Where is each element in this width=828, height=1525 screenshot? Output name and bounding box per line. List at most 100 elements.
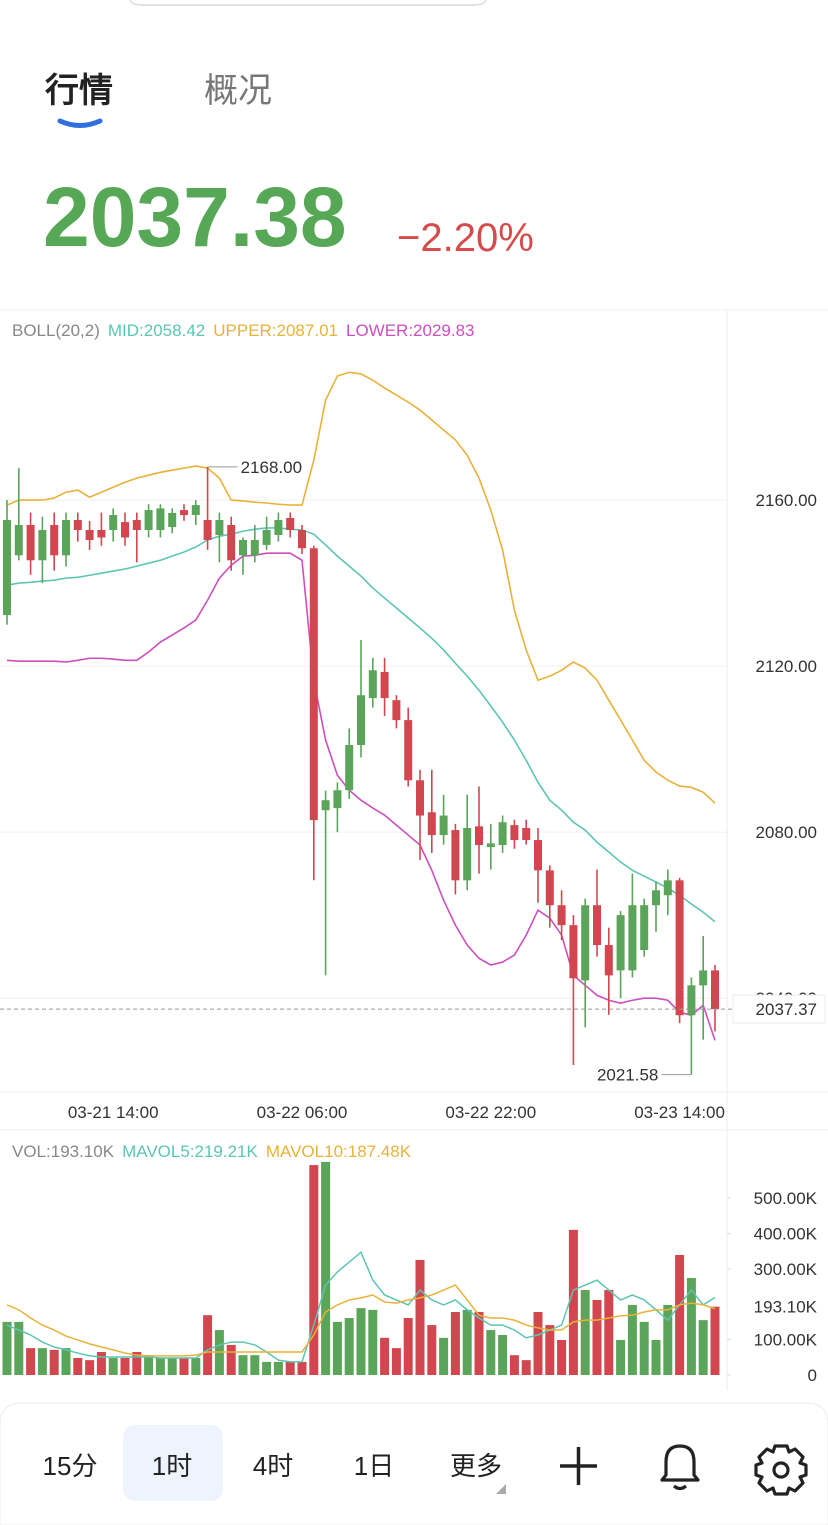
volume-bar bbox=[509, 1355, 519, 1375]
y-tick-label: 400.00K bbox=[754, 1224, 818, 1243]
legend-title: VOL:193.10K bbox=[12, 1142, 115, 1161]
volume-bar bbox=[273, 1361, 283, 1375]
candle-body bbox=[427, 812, 436, 836]
bell-icon[interactable] bbox=[672, 1484, 688, 1491]
volume-bar bbox=[415, 1259, 425, 1375]
candle-body bbox=[180, 510, 188, 516]
bell-icon[interactable] bbox=[660, 1444, 700, 1482]
candle-body bbox=[309, 548, 318, 821]
candle-body bbox=[439, 815, 448, 836]
candle-body bbox=[593, 905, 601, 946]
volume-bar bbox=[368, 1309, 378, 1375]
x-tick-label: 03-21 14:00 bbox=[68, 1103, 159, 1122]
volume-bar bbox=[285, 1361, 295, 1375]
candle-body bbox=[534, 840, 542, 871]
price-change: −2.20% bbox=[397, 216, 534, 260]
volume-bar bbox=[498, 1335, 508, 1375]
candle-body bbox=[262, 529, 271, 545]
interval[interactable]: 1日 bbox=[354, 1451, 394, 1481]
volume-bar bbox=[179, 1358, 189, 1375]
candle-body bbox=[711, 970, 719, 1010]
candle-body bbox=[121, 522, 129, 538]
candle-body bbox=[286, 517, 295, 530]
volume-bar bbox=[403, 1318, 413, 1375]
y-tick-label: 300.00K bbox=[754, 1260, 818, 1279]
last-volume-tag-bg bbox=[733, 1292, 825, 1321]
candle-body bbox=[475, 826, 483, 846]
last-volume-tag: 193.10K bbox=[754, 1298, 818, 1317]
candle-body bbox=[239, 539, 247, 556]
charts: BOLL(20,2) MID:2058.42 UPPER:2087.01 LOWER:… bbox=[0, 321, 826, 1385]
gear-icon[interactable] bbox=[754, 1444, 808, 1496]
candle-body bbox=[380, 671, 389, 699]
candle-body bbox=[215, 520, 224, 535]
volume-bar bbox=[96, 1351, 106, 1375]
volume-bar bbox=[356, 1308, 366, 1375]
price: 2037.38 bbox=[43, 170, 347, 264]
tab[interactable]: 概况 bbox=[204, 72, 272, 110]
add-button[interactable] bbox=[560, 1447, 597, 1485]
candle-body bbox=[581, 905, 590, 981]
volume-bar bbox=[439, 1337, 449, 1375]
candle-body bbox=[510, 825, 519, 841]
candle-body bbox=[321, 800, 330, 811]
legend-item: MID:2058.42 bbox=[108, 321, 205, 340]
interval[interactable]: 更多 bbox=[450, 1451, 502, 1481]
candle-body bbox=[416, 780, 424, 816]
candle-body bbox=[62, 520, 70, 556]
volume-bar bbox=[675, 1255, 685, 1375]
search-bar[interactable] bbox=[129, 0, 487, 6]
candle-body bbox=[640, 905, 649, 951]
volume-bar bbox=[309, 1165, 319, 1375]
volume-bar bbox=[533, 1311, 543, 1375]
active-interval-bg bbox=[123, 1425, 223, 1501]
volume-bar bbox=[85, 1360, 95, 1375]
volume-bar bbox=[592, 1299, 602, 1375]
annotation-label: 2168.00 bbox=[241, 458, 302, 477]
volume-bar bbox=[250, 1355, 260, 1375]
volume-bar bbox=[49, 1349, 59, 1375]
volume-bar bbox=[663, 1304, 673, 1375]
legend-item: MAVOL5:219.21K bbox=[122, 1142, 258, 1161]
volume-bar bbox=[226, 1344, 236, 1375]
candle-body bbox=[628, 905, 637, 971]
interval[interactable]: 4时 bbox=[253, 1451, 293, 1481]
y-tick-label: 0 bbox=[808, 1366, 817, 1385]
tab-indicator bbox=[57, 118, 103, 128]
volume-bar bbox=[203, 1315, 213, 1375]
candle-body bbox=[557, 905, 566, 926]
last-price-tag-bg bbox=[732, 994, 826, 1024]
indicator-line bbox=[6, 527, 716, 923]
more-indicator bbox=[496, 1484, 506, 1494]
candle-body bbox=[486, 843, 495, 848]
last-price-tag: 2037.37 bbox=[756, 1000, 817, 1019]
tab-active[interactable]: 行情 bbox=[45, 72, 113, 110]
legend-item: LOWER:2029.83 bbox=[346, 321, 475, 340]
volume-bar bbox=[486, 1330, 496, 1375]
y-tick-label: 100.00K bbox=[754, 1331, 818, 1350]
volume-bar bbox=[427, 1325, 437, 1375]
candle-body bbox=[26, 525, 35, 561]
interval-active[interactable]: 1时 bbox=[152, 1451, 192, 1481]
volume-bar bbox=[639, 1321, 649, 1375]
volume-bar bbox=[14, 1321, 24, 1375]
settings-button[interactable] bbox=[754, 1444, 808, 1496]
volume-bar bbox=[380, 1337, 390, 1375]
candle-body bbox=[451, 830, 460, 881]
candle-body bbox=[274, 520, 283, 535]
volume-bar bbox=[710, 1306, 720, 1375]
candle-body bbox=[522, 828, 531, 841]
volume-bar bbox=[580, 1290, 590, 1375]
volume-bar bbox=[144, 1355, 154, 1375]
volume-bar bbox=[61, 1348, 71, 1375]
volume-bar bbox=[37, 1348, 47, 1375]
gear-icon[interactable] bbox=[772, 1461, 790, 1479]
y-tick-label: 2080.00 bbox=[756, 823, 817, 842]
legend-item: MAVOL10:187.48K bbox=[266, 1142, 412, 1161]
volume-bar bbox=[132, 1351, 142, 1375]
legend-item: UPPER:2087.01 bbox=[213, 321, 338, 340]
candle-body bbox=[132, 520, 141, 530]
alert-button[interactable] bbox=[660, 1444, 700, 1491]
volume-bar bbox=[321, 1161, 331, 1375]
interval[interactable]: 15分 bbox=[43, 1451, 98, 1481]
